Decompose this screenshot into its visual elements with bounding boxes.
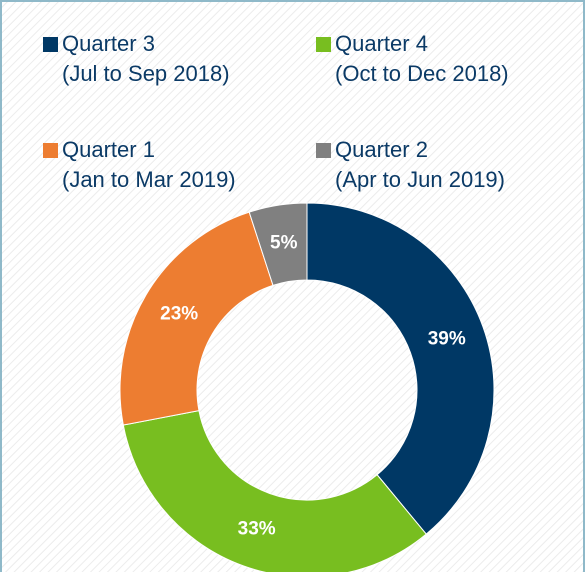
slice — [248, 202, 308, 287]
data-label: 39% — [428, 329, 466, 350]
data-label: 5% — [270, 232, 298, 253]
legend-label: Quarter 3 — [62, 31, 155, 56]
legend-period: (Apr to Jun 2019) — [335, 167, 505, 192]
legend-swatch — [43, 143, 58, 158]
legend-label: Quarter 4 — [335, 31, 428, 56]
legend-swatch — [316, 143, 331, 158]
legend-period: (Oct to Dec 2018) — [335, 61, 509, 86]
data-label: 23% — [160, 303, 198, 324]
slice — [306, 202, 495, 535]
slice — [119, 211, 274, 426]
legend-label: Quarter 1 — [62, 137, 155, 162]
legend-swatch — [43, 37, 58, 52]
data-label: 33% — [238, 519, 276, 540]
legend-swatch — [316, 37, 331, 52]
legend-period: (Jul to Sep 2018) — [62, 61, 230, 86]
legend-label: Quarter 2 — [335, 137, 428, 162]
slice — [122, 410, 427, 572]
legend-period: (Jan to Mar 2019) — [62, 167, 236, 192]
